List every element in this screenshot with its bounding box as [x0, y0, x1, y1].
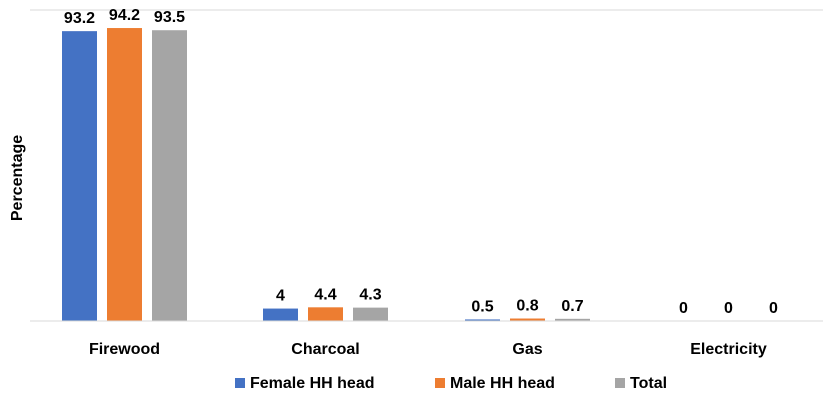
bar-charcoal-male-hh-head: [308, 307, 343, 321]
bar-firewood-female-hh-head: [62, 31, 97, 321]
legend-label-male-hh-head: Male HH head: [450, 375, 555, 392]
value-label-charcoal-female-hh-head: 4: [276, 288, 285, 305]
value-label-gas-total: 0.7: [561, 298, 583, 315]
bar-firewood-male-hh-head: [107, 28, 142, 322]
bar-gas-total: [555, 318, 590, 321]
legend-swatch-male-hh-head: [435, 378, 445, 388]
bar-gas-male-hh-head: [510, 318, 545, 321]
value-label-firewood-female-hh-head: 93.2: [64, 10, 95, 27]
value-label-electricity-male-hh-head: 0: [724, 300, 733, 317]
value-labels-group: 93.2 94.2 93.5 4 4.4 4.3 0.5 0.8 0.7 0 0 0: [64, 7, 778, 317]
value-label-gas-male-hh-head: 0.8: [516, 298, 538, 315]
legend-swatch-female-hh-head: [235, 378, 245, 388]
value-label-gas-female-hh-head: 0.5: [471, 298, 493, 315]
bar-gas-female-hh-head: [465, 319, 500, 321]
bars-group: [62, 28, 590, 322]
category-labels-group: Firewood Charcoal Gas Electricity: [89, 341, 767, 358]
legend-label-total: Total: [630, 375, 667, 392]
value-label-charcoal-total: 4.3: [359, 287, 381, 304]
bar-firewood-total: [152, 30, 187, 322]
legend: Female HH head Male HH head Total: [235, 375, 667, 392]
y-axis-label: Percentage: [9, 135, 26, 221]
value-label-firewood-total: 93.5: [154, 9, 185, 26]
bar-charcoal-female-hh-head: [263, 308, 298, 321]
legend-swatch-total: [615, 378, 625, 388]
category-label-firewood: Firewood: [89, 341, 160, 358]
legend-label-female-hh-head: Female HH head: [250, 375, 374, 392]
category-label-charcoal: Charcoal: [291, 341, 359, 358]
bar-charcoal-total: [353, 307, 388, 321]
value-label-firewood-male-hh-head: 94.2: [109, 7, 140, 24]
category-label-electricity: Electricity: [690, 341, 767, 358]
value-label-electricity-female-hh-head: 0: [679, 300, 688, 317]
category-label-gas: Gas: [512, 341, 542, 358]
value-label-electricity-total: 0: [769, 300, 778, 317]
value-label-charcoal-male-hh-head: 4.4: [314, 286, 336, 303]
